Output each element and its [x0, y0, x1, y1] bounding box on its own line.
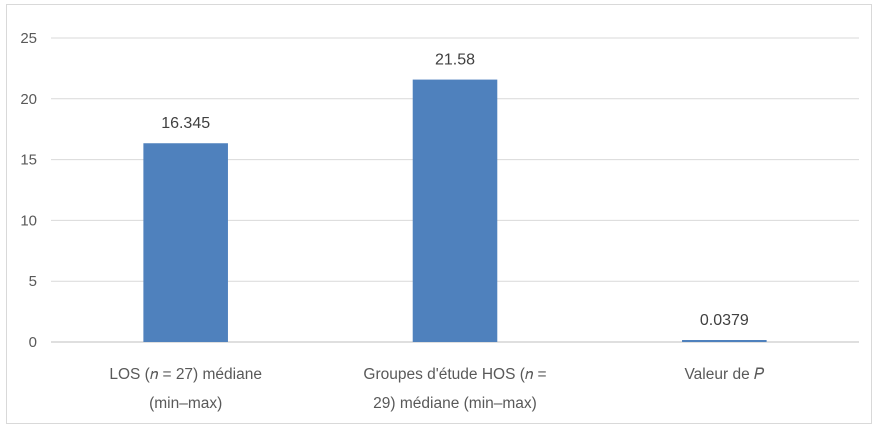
y-axis-ticks: 0 5 10 15 20 25: [20, 30, 37, 351]
y-tick-label: 15: [20, 152, 37, 169]
y-tick-label: 20: [20, 91, 37, 108]
data-label-0: 16.345: [161, 115, 210, 132]
category-label-2: Valeur de 𝑃: [684, 366, 765, 383]
y-tick-label: 25: [20, 30, 37, 47]
y-tick-label: 5: [29, 273, 37, 290]
data-label-2: 0.0379: [700, 312, 749, 329]
bar-1: [412, 79, 498, 343]
chart-frame: 0 5 10 15 20 25 16.345 21.58 0.0379 LOS (𝑛 = 27…: [6, 4, 872, 424]
bar-2: [682, 340, 767, 342]
category-label-1: Groupes d'étude HOS (𝑛 =: [363, 366, 546, 383]
x-axis-categories: LOS (𝑛 = 27) médiane (min–max) Groupes d'é…: [109, 366, 765, 412]
bars: [143, 79, 767, 343]
bar-0: [143, 143, 228, 342]
y-tick-label: 10: [20, 212, 37, 229]
category-label-0: LOS (𝑛 = 27) médiane: [109, 366, 262, 383]
category-label-1: 29) médiane (min–max): [373, 395, 537, 412]
y-tick-label: 0: [29, 334, 37, 351]
data-labels: 16.345 21.58 0.0379: [161, 52, 749, 329]
bar-chart: 0 5 10 15 20 25 16.345 21.58 0.0379 LOS (𝑛 = 27…: [20, 30, 859, 412]
data-label-1: 21.58: [435, 52, 475, 69]
category-label-0: (min–max): [149, 395, 222, 412]
